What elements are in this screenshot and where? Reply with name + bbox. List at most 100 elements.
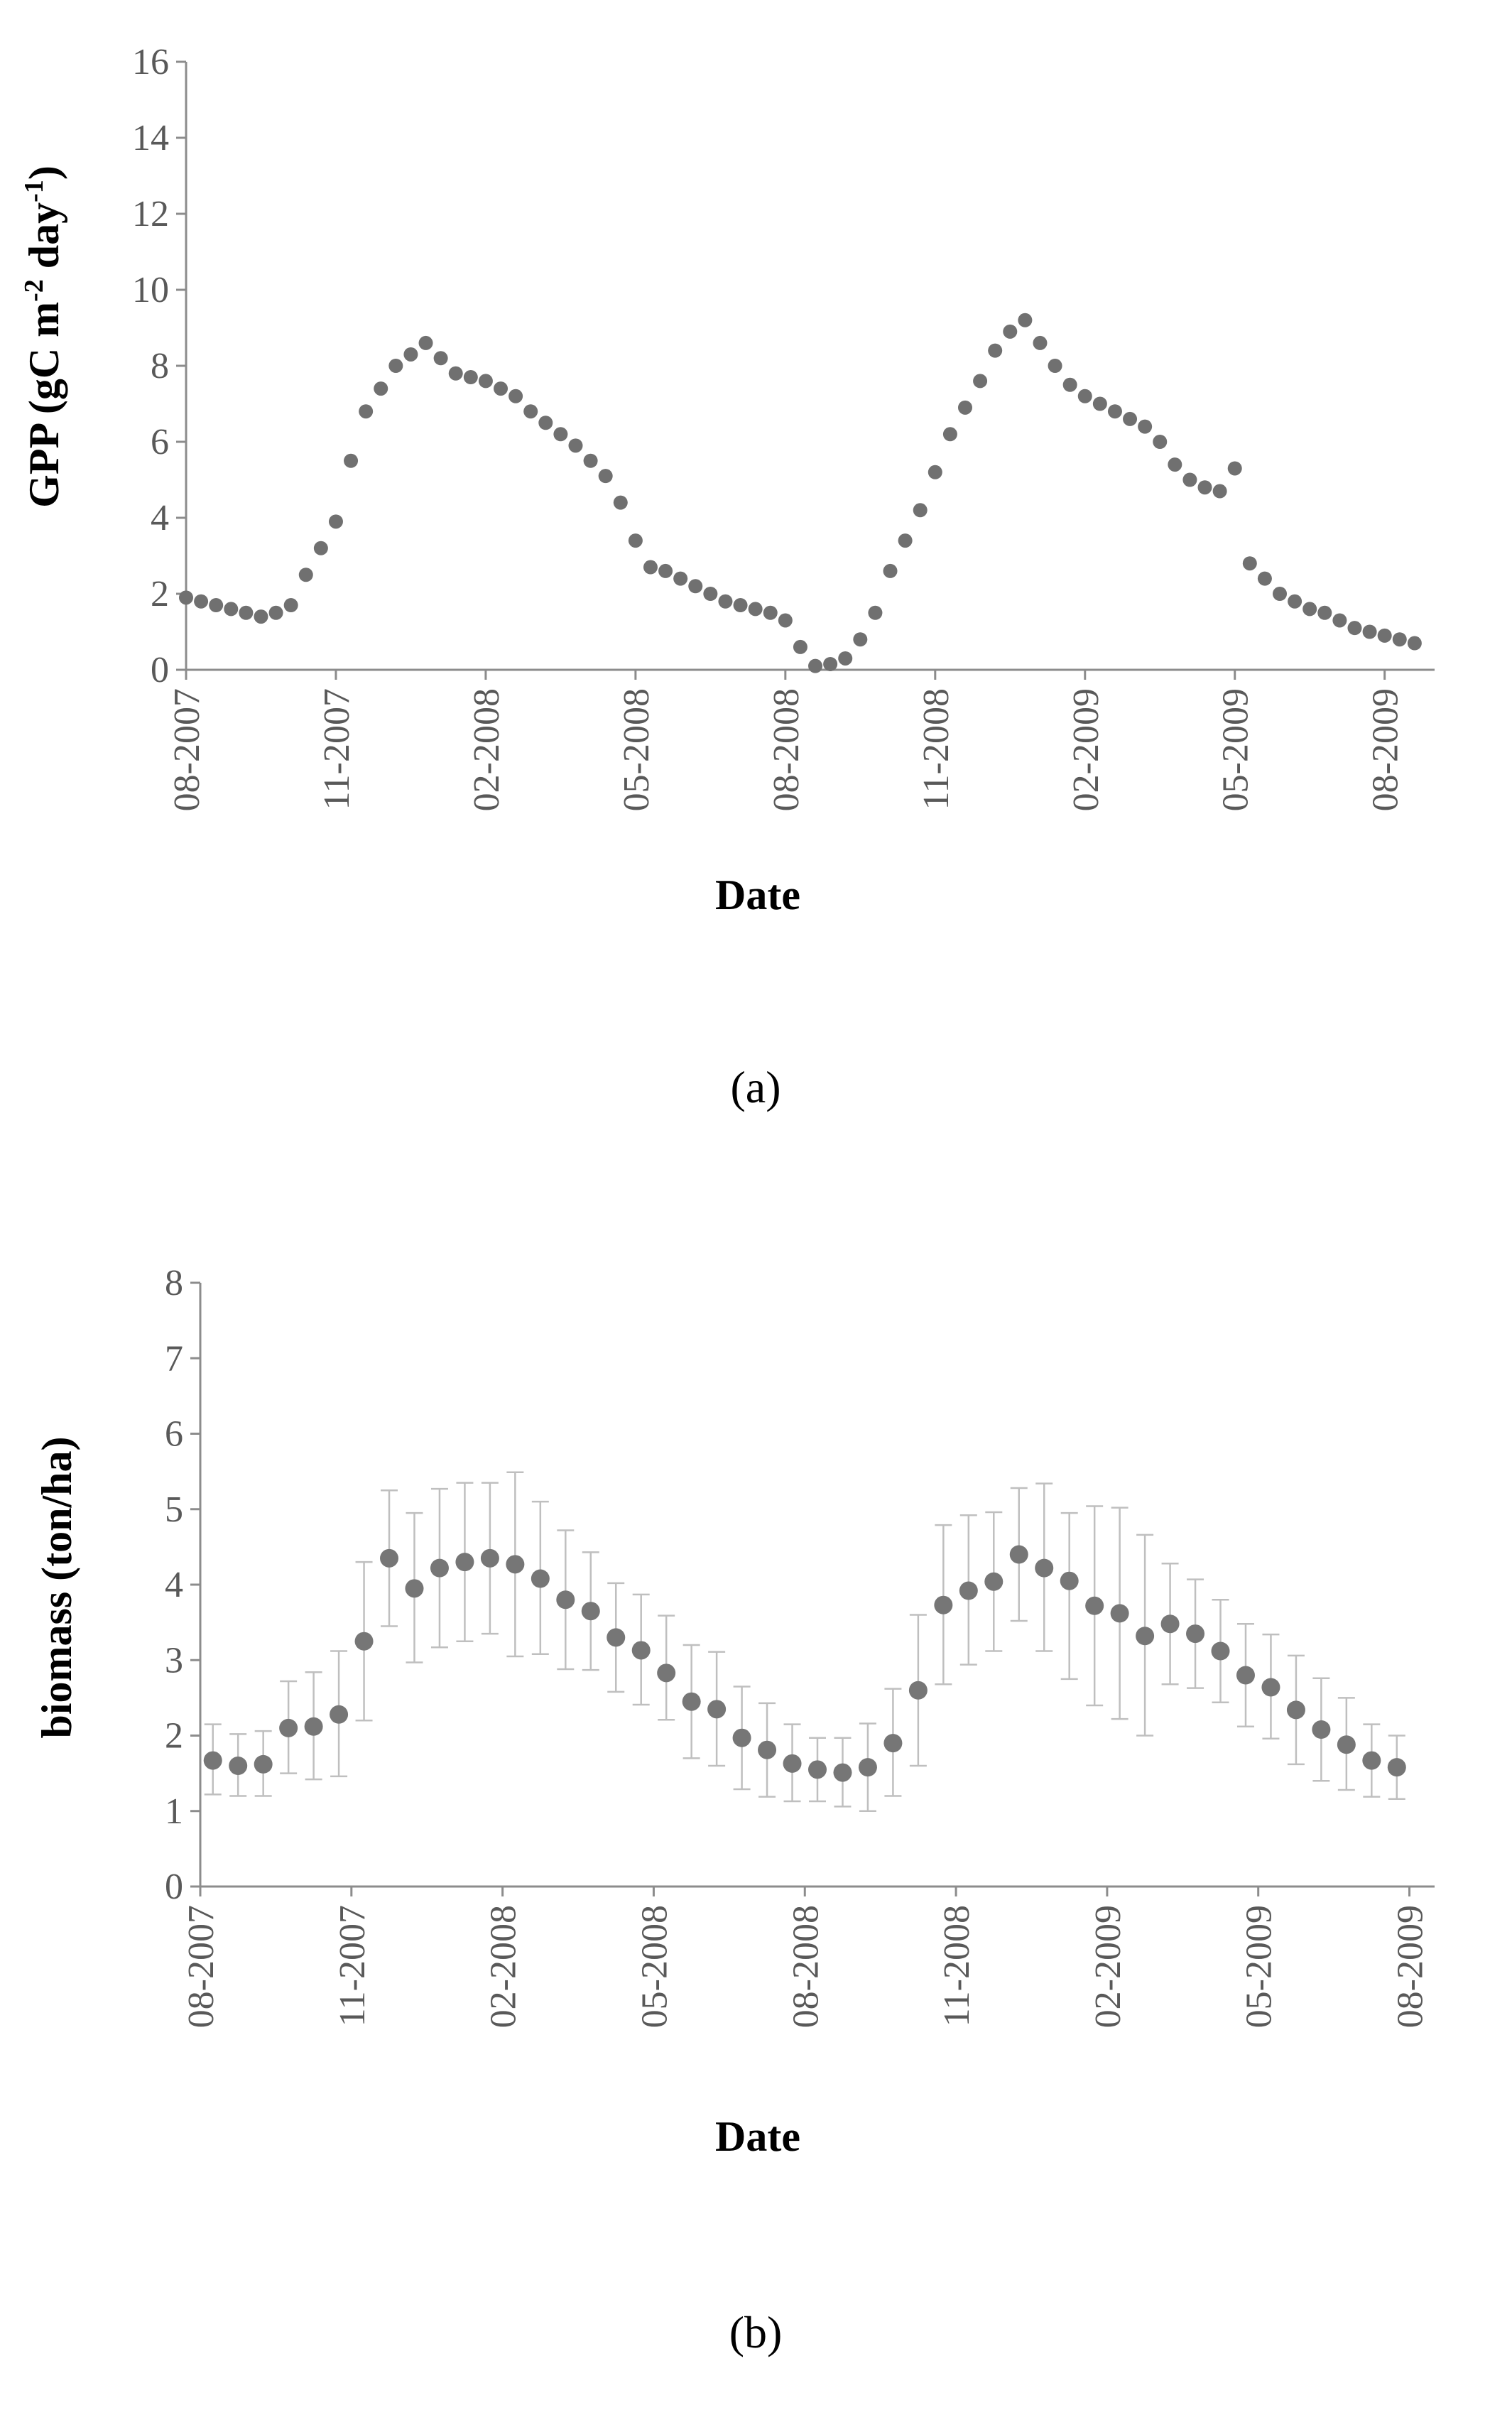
data-point [1186, 1624, 1205, 1644]
data-point [763, 605, 778, 620]
x-tick-label: 02-2009 [1088, 1905, 1128, 2028]
data-point [607, 1628, 626, 1647]
y-tick-label: 4 [151, 498, 169, 538]
data-point [808, 1760, 827, 1779]
y-tick-label: 0 [151, 650, 169, 690]
panel-label-b: (b) [729, 2307, 783, 2357]
y-tick-label: 2 [151, 574, 169, 614]
data-point [673, 571, 688, 586]
data-point [1085, 1596, 1104, 1615]
data-point [868, 605, 883, 620]
data-point [344, 453, 359, 468]
data-point [556, 1590, 575, 1610]
data-point [283, 598, 298, 613]
data-point [748, 602, 763, 617]
data-point [430, 1558, 449, 1578]
x-tick-label: 08-2009 [1366, 688, 1406, 811]
data-point [707, 1700, 727, 1719]
gpp-x-axis-title: Date [715, 872, 800, 918]
y-tick-label: 1 [165, 1791, 183, 1832]
y-tick-label: 5 [165, 1489, 183, 1530]
data-point [455, 1553, 474, 1572]
data-point [448, 366, 463, 381]
data-point [1197, 480, 1212, 495]
data-point [1286, 1700, 1305, 1720]
data-point [688, 579, 703, 594]
data-point [209, 598, 224, 613]
data-point [928, 465, 942, 479]
data-point [628, 533, 643, 548]
x-tick-label: 02-2009 [1066, 688, 1106, 811]
data-point [658, 563, 673, 578]
x-tick-label: 05-2008 [616, 688, 657, 811]
data-point [1377, 628, 1392, 643]
data-point [1392, 632, 1407, 647]
data-point [480, 1548, 499, 1568]
data-point [1317, 605, 1332, 620]
data-point [793, 639, 807, 654]
biomass-y-axis-title: biomass (ton/ha) [33, 1436, 80, 1738]
data-point [1332, 613, 1347, 628]
data-point [973, 374, 988, 389]
data-point [313, 541, 328, 555]
data-point [298, 568, 313, 582]
data-point [1048, 359, 1062, 373]
data-point [1347, 621, 1362, 636]
x-tick-label: 11-2008 [937, 1905, 977, 2026]
data-point [1212, 484, 1227, 499]
data-point [463, 370, 478, 385]
y-tick-label: 0 [165, 1867, 183, 1907]
data-point [1261, 1678, 1280, 1697]
error-bar [1060, 1511, 1078, 1681]
data-point [229, 1757, 248, 1775]
data-point [583, 453, 598, 468]
y-tick-label: 7 [165, 1338, 183, 1379]
data-point [203, 1751, 222, 1770]
data-point [194, 594, 209, 609]
data-point [1107, 404, 1122, 419]
data-point [304, 1717, 323, 1736]
data-point [957, 400, 972, 415]
data-point [359, 404, 374, 419]
x-tick-label: 08-2007 [181, 1905, 222, 2028]
data-point [1136, 1627, 1155, 1646]
data-point [643, 560, 658, 575]
x-tick-label: 11-2007 [332, 1905, 373, 2026]
y-tick-label: 6 [165, 1414, 183, 1455]
data-point [838, 651, 853, 666]
data-point [380, 1548, 399, 1568]
data-point [1035, 1558, 1054, 1578]
data-point [1273, 587, 1288, 601]
x-tick-label: 11-2008 [916, 688, 957, 810]
data-point [239, 605, 254, 620]
data-point [703, 587, 718, 601]
data-point [1387, 1758, 1406, 1777]
data-point [330, 1705, 349, 1724]
y-tick-label: 6 [151, 422, 169, 462]
y-tick-label: 14 [132, 118, 169, 158]
data-point [984, 1572, 1004, 1591]
data-point [328, 514, 343, 529]
data-point [254, 1754, 273, 1774]
data-point [959, 1581, 978, 1600]
data-point [942, 427, 957, 442]
data-point [1160, 1614, 1180, 1634]
data-point [388, 359, 403, 373]
x-tick-label: 05-2009 [1216, 688, 1256, 811]
data-point [1110, 1604, 1129, 1623]
biomass-x-axis-title: Date [715, 2113, 800, 2160]
data-point [833, 1763, 852, 1782]
data-point [268, 605, 283, 620]
y-tick-label: 12 [132, 194, 169, 234]
data-point [1062, 377, 1077, 392]
data-point [1288, 594, 1302, 609]
data-point [1236, 1666, 1255, 1685]
data-point [1362, 624, 1377, 639]
data-point [433, 351, 448, 366]
panel-label-a: (a) [730, 1062, 781, 1112]
data-point [224, 602, 239, 617]
data-point [883, 563, 898, 578]
x-tick-label: 02-2008 [467, 688, 507, 811]
